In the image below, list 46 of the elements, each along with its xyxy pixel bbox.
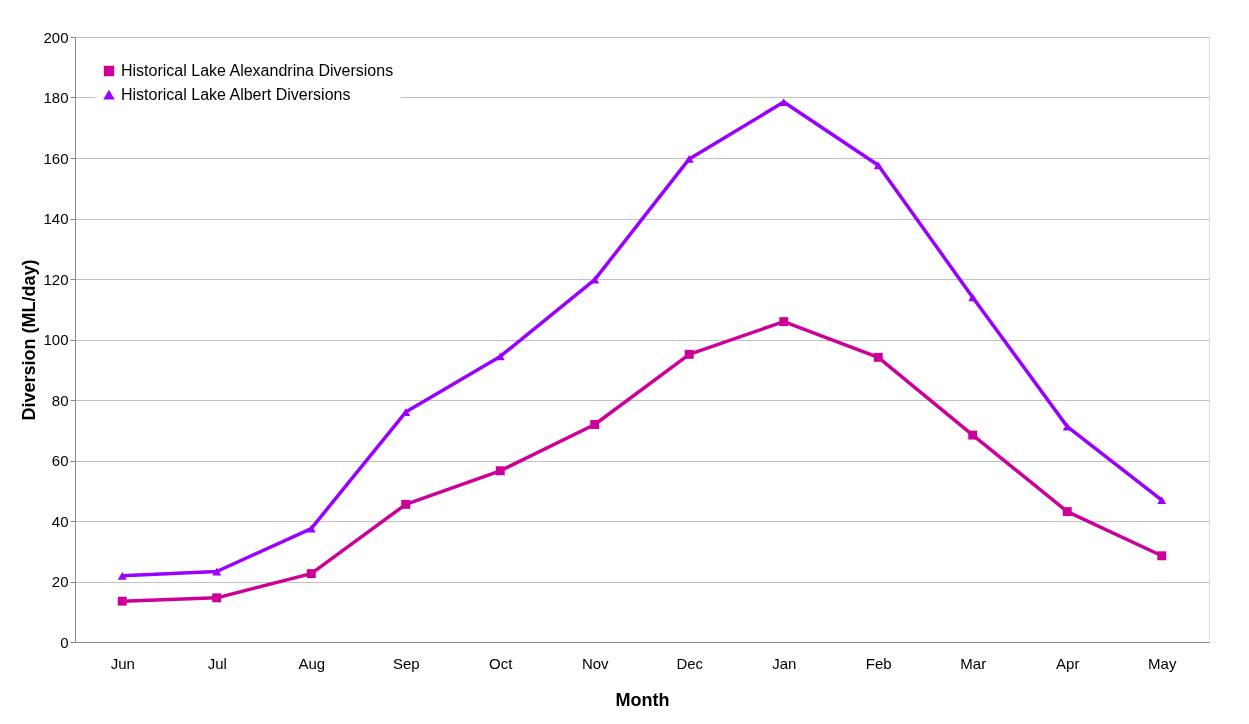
point	[495, 352, 505, 361]
x-tick-label: Dec	[676, 654, 704, 672]
point	[779, 317, 789, 327]
point	[873, 352, 883, 362]
point	[1157, 496, 1167, 504]
y-tick-label: 160	[43, 149, 69, 167]
legend-label: Historical Lake Albert Diversions	[121, 86, 351, 103]
x-tick-label: May	[1148, 654, 1177, 672]
y-tick-label: 20	[51, 573, 69, 590]
x-tick-label: Jul	[207, 654, 227, 672]
y-tick-label: 0	[60, 633, 69, 651]
point	[684, 155, 694, 163]
x-tick-label: Jan	[772, 654, 797, 672]
x-tick-label: Feb	[865, 654, 892, 672]
y-tick-label: 200	[43, 28, 69, 46]
y-tick-label: 140	[43, 210, 69, 227]
point	[1062, 507, 1072, 517]
point	[968, 293, 978, 302]
point	[306, 569, 316, 579]
point	[117, 596, 127, 606]
point	[495, 466, 505, 476]
x-tick-label: Sep	[392, 654, 420, 672]
x-tick-label: Oct	[489, 654, 514, 672]
y-tick-label: 180	[43, 89, 69, 106]
point	[401, 408, 411, 416]
point	[590, 420, 600, 429]
y-tick-label: 120	[43, 270, 69, 288]
y-axis-title: Diversion (ML/day)	[19, 259, 40, 421]
x-tick-label: Aug	[298, 654, 326, 672]
point	[684, 349, 694, 359]
y-tick-label: 40	[51, 512, 69, 530]
x-tick-label: Apr	[1056, 654, 1080, 672]
point	[873, 161, 883, 170]
x-axis-title: Month	[615, 689, 670, 710]
point	[401, 499, 411, 509]
y-tick-label: 60	[51, 452, 69, 469]
x-tick-label: Mar	[960, 654, 987, 672]
point	[968, 430, 978, 440]
x-tick-label: Jun	[110, 654, 135, 672]
point	[117, 571, 127, 580]
point	[212, 593, 222, 603]
legend-label: Historical Lake Alexandrina Diversions	[121, 62, 394, 79]
y-tick-label: 80	[51, 391, 69, 409]
x-tick-label: Nov	[581, 654, 610, 672]
point	[1157, 551, 1167, 561]
y-tick-label: 100	[43, 331, 69, 348]
